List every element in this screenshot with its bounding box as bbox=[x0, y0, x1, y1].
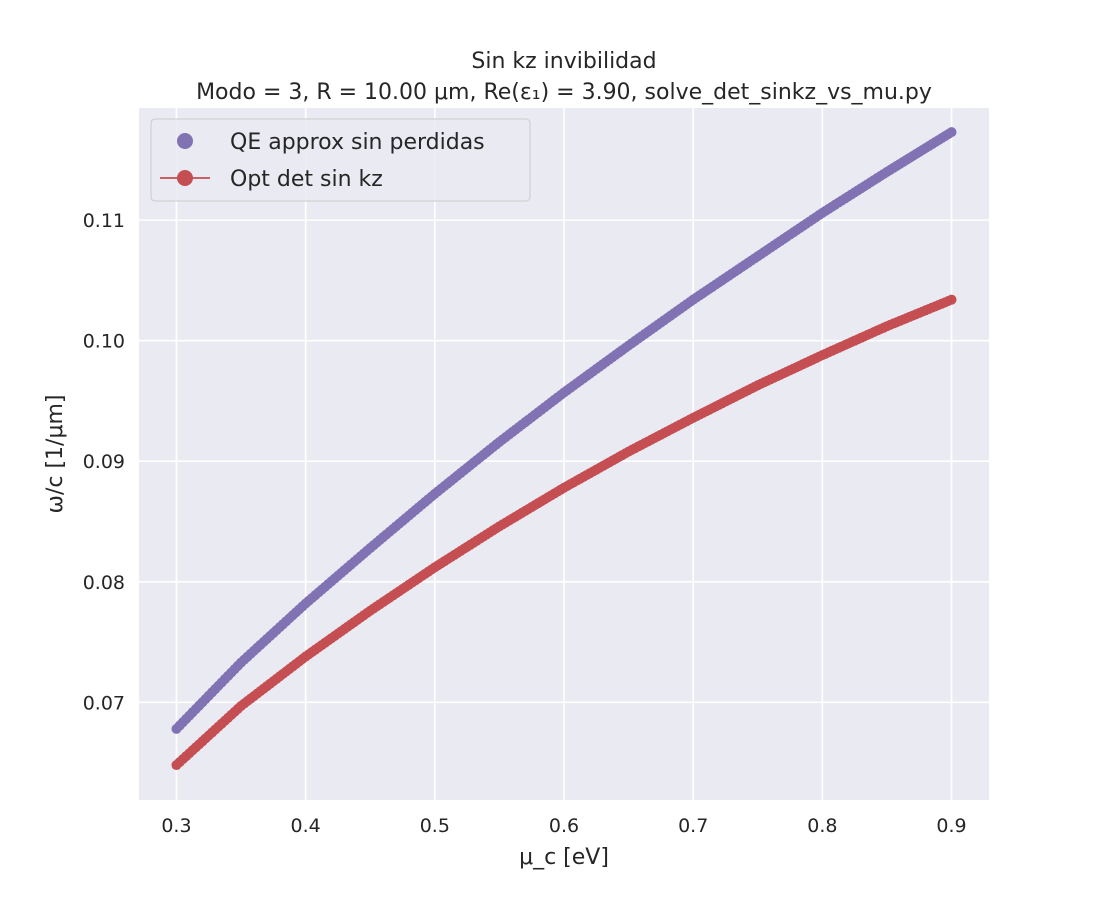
y-tick-label: 0.07 bbox=[83, 692, 125, 714]
x-tick-label: 0.7 bbox=[678, 815, 708, 837]
legend-marker bbox=[177, 170, 193, 186]
legend-label: Opt det sin kz bbox=[230, 167, 383, 192]
y-axis-label: ω/c [1/μm] bbox=[43, 395, 68, 514]
x-tick-label: 0.4 bbox=[291, 815, 321, 837]
legend: QE approx sin perdidas Opt det sin kz bbox=[150, 118, 531, 202]
legend-entry: QE approx sin perdidas bbox=[177, 130, 485, 155]
x-axis-label: μ_c [eV] bbox=[519, 845, 609, 870]
grid bbox=[139, 108, 989, 800]
x-tick-label: 0.8 bbox=[807, 815, 837, 837]
x-tick-label: 0.6 bbox=[549, 815, 579, 837]
tick-labels: 0.3 0.4 0.5 0.6 0.7 0.8 0.9 0.07 0.08 0.09 0.10 0.1… bbox=[83, 210, 967, 837]
series-layer bbox=[171, 127, 957, 771]
data-point bbox=[946, 127, 957, 138]
series-1 bbox=[171, 127, 957, 734]
data-point bbox=[946, 294, 957, 305]
y-tick-label: 0.08 bbox=[83, 572, 125, 594]
x-tick-label: 0.5 bbox=[420, 815, 450, 837]
chart-subtitle: Modo = 3, R = 10.00 μm, Re(ε₁) = 3.90, s… bbox=[196, 80, 932, 105]
x-tick-label: 0.9 bbox=[936, 815, 966, 837]
y-tick-label: 0.11 bbox=[83, 210, 125, 232]
legend-label: QE approx sin perdidas bbox=[230, 130, 485, 155]
x-tick-label: 0.3 bbox=[161, 815, 191, 837]
legend-marker bbox=[177, 133, 193, 149]
legend-box bbox=[150, 118, 531, 202]
series-2 bbox=[171, 294, 957, 771]
y-tick-label: 0.10 bbox=[83, 331, 125, 353]
legend-entry: Opt det sin kz bbox=[160, 167, 383, 192]
chart-title: Sin kz invibilidad bbox=[471, 49, 656, 74]
y-tick-label: 0.09 bbox=[83, 451, 125, 473]
